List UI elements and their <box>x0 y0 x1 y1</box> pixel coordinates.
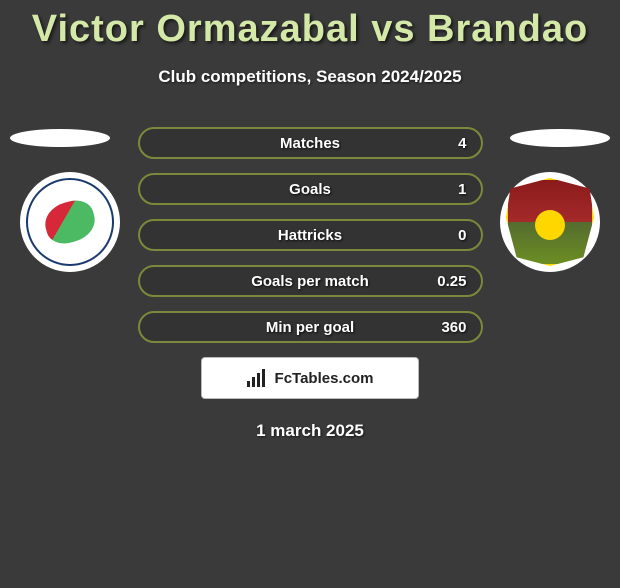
subtitle: Club competitions, Season 2024/2025 <box>0 67 620 87</box>
stat-row-min-per-goal: Min per goal 360 <box>138 311 483 343</box>
stat-value-right: 0.25 <box>437 273 466 290</box>
attribution-text: FcTables.com <box>275 370 374 387</box>
club-badge-left <box>20 172 120 272</box>
stat-value-right: 4 <box>458 135 466 152</box>
comparison-content: Matches 4 Goals 1 Hattricks 0 Goals per … <box>0 127 620 441</box>
club-badge-left-icon <box>41 196 100 248</box>
club-badge-left-inner <box>26 178 114 266</box>
date-label: 1 march 2025 <box>0 421 620 441</box>
attribution-box[interactable]: FcTables.com <box>201 357 419 399</box>
page-title: Victor Ormazabal vs Brandao <box>0 8 620 51</box>
stat-row-goals: Goals 1 <box>138 173 483 205</box>
stat-label: Hattricks <box>278 227 342 244</box>
bar-chart-icon <box>247 369 269 387</box>
player-marker-right <box>510 129 610 147</box>
stat-value-right: 360 <box>441 319 466 336</box>
stat-row-goals-per-match: Goals per match 0.25 <box>138 265 483 297</box>
stat-value-right: 0 <box>458 227 466 244</box>
stat-row-hattricks: Hattricks 0 <box>138 219 483 251</box>
stat-label: Goals per match <box>251 273 369 290</box>
stat-label: Min per goal <box>266 319 354 336</box>
club-badge-right <box>500 172 600 272</box>
stat-label: Goals <box>289 181 331 198</box>
stats-list: Matches 4 Goals 1 Hattricks 0 Goals per … <box>138 127 483 343</box>
stat-value-right: 1 <box>458 181 466 198</box>
player-marker-left <box>10 129 110 147</box>
stat-row-matches: Matches 4 <box>138 127 483 159</box>
club-badge-right-icon <box>506 178 594 266</box>
stat-label: Matches <box>280 135 340 152</box>
